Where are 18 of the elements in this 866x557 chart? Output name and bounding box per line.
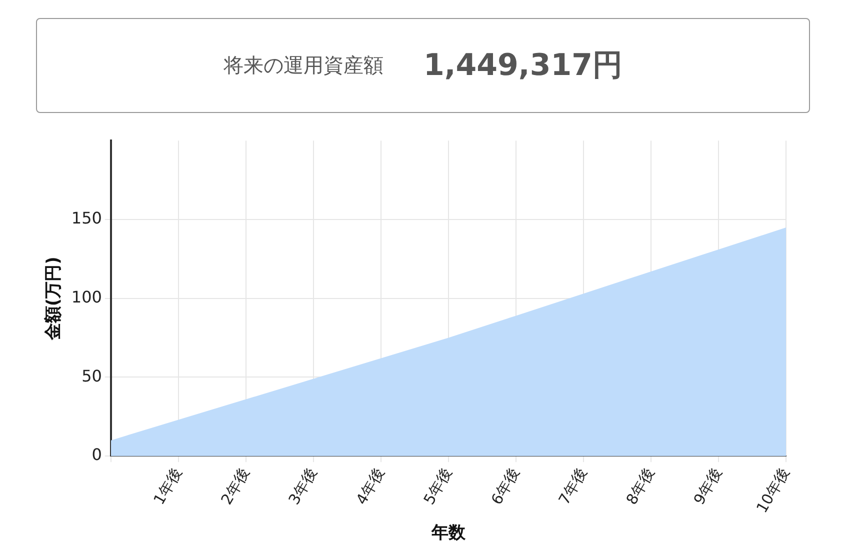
x-tick-label: 5年後 xyxy=(420,464,456,508)
x-tick-label: 6年後 xyxy=(487,464,523,508)
y-tick-label: 0 xyxy=(92,445,102,464)
x-tick-label: 2年後 xyxy=(217,464,253,508)
x-tick-label: 7年後 xyxy=(554,464,590,508)
chart-subtitle: 1,449,317円 xyxy=(424,47,622,85)
chart-title: 将来の運用資産額 xyxy=(224,52,384,79)
x-axis-title: 年数 xyxy=(430,523,466,544)
x-tick-label: 3年後 xyxy=(284,464,320,508)
y-tick-label: 100 xyxy=(71,288,102,306)
y-tick-label: 150 xyxy=(71,208,102,228)
x-tick-label: 8年後 xyxy=(622,464,658,508)
x-tick-label: 4年後 xyxy=(352,464,388,508)
x-tick-label: 1年後 xyxy=(150,464,186,508)
y-tick-label: 50 xyxy=(82,366,102,386)
x-tick-label: 9年後 xyxy=(690,464,726,508)
x-tick-label: 10年後 xyxy=(752,464,793,516)
y-axis-title: 金額(万円) xyxy=(44,256,64,342)
